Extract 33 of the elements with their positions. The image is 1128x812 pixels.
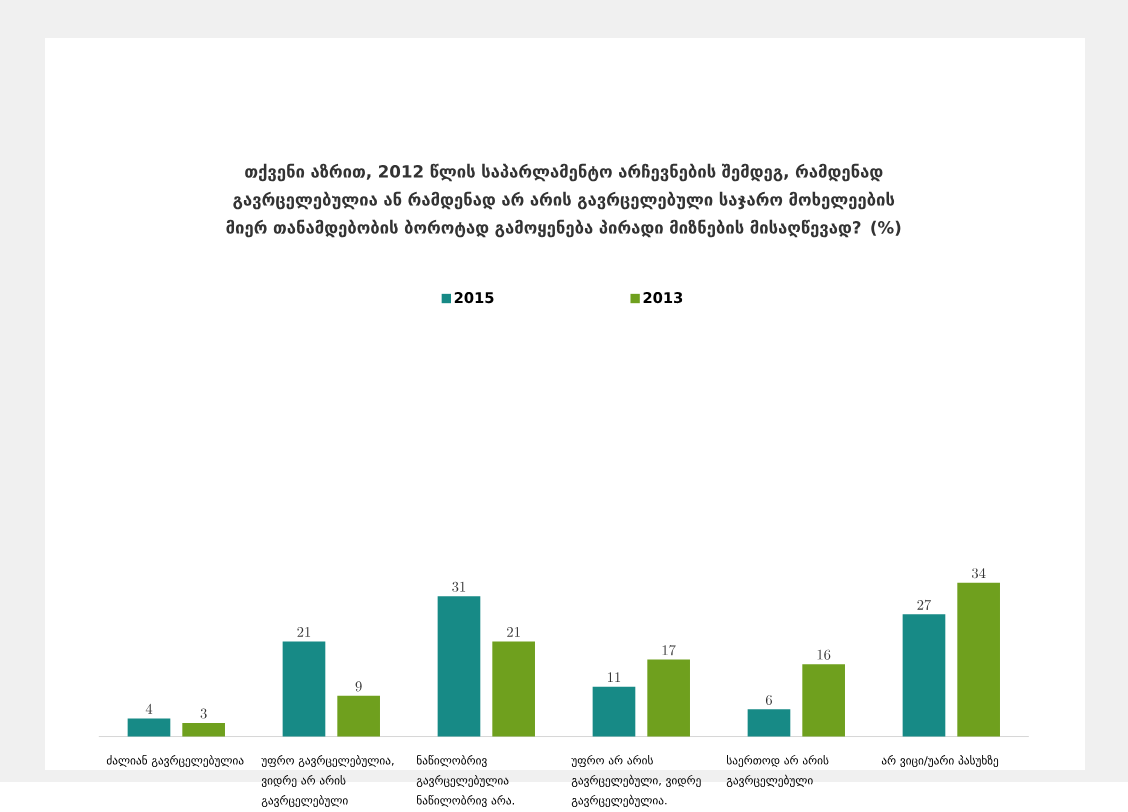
x-tick-label: არ ვიცი/უარი პასუხზე <box>881 755 999 768</box>
data-label: 21 <box>297 627 311 638</box>
data-label: 6 <box>765 695 772 706</box>
x-tick-label: უფრო გავრცელებულია, ვიდრე არ არის გავრცელებული <box>261 755 394 808</box>
x-tick-label: საერთოდ არ არის გავრცელებული <box>726 755 829 788</box>
legend-label: 2013 <box>643 292 683 304</box>
bar <box>437 596 481 737</box>
bar <box>592 686 636 737</box>
bar <box>647 659 690 737</box>
data-label: 34 <box>971 568 986 579</box>
data-label: 17 <box>662 645 676 656</box>
bar <box>182 723 225 737</box>
legend-label: 2015 <box>454 292 494 304</box>
bar <box>282 641 326 737</box>
x-tick-label: ნაწილობრივ გავრცელებულია ნაწილობრივ არა. <box>416 755 514 808</box>
bar <box>747 709 791 737</box>
x-tick-label: უფრო არ არის გავრცელებული, ვიდრე გავრცელებულია. <box>571 755 701 808</box>
chart-title: თქვენი აზრით, 2012 წლის საპარლამენტო არჩევნების შემდეგ, რამდენად გავრცელებულია ან რამდენად არ არის გავრცელებული საჯარო მოხელეების მიერ თანამდებობის ბოროტად გამოყენება პირადი მიზნების მისაღწევად? (%) <box>226 163 901 238</box>
data-label: 9 <box>355 681 362 692</box>
data-label: 4 <box>145 704 153 714</box>
data-label: 21 <box>507 627 520 638</box>
bar <box>492 641 535 737</box>
data-label: 16 <box>817 649 831 660</box>
x-tick-label: ძალიან გავრცელებულია <box>106 755 244 768</box>
bar <box>957 582 1000 737</box>
bar <box>337 696 380 737</box>
bar <box>902 614 946 737</box>
bar <box>127 718 171 737</box>
data-label: 11 <box>607 672 621 683</box>
data-label: 31 <box>452 582 466 593</box>
data-label: 27 <box>917 600 932 611</box>
data-label: 3 <box>200 708 207 719</box>
bar <box>802 664 845 737</box>
